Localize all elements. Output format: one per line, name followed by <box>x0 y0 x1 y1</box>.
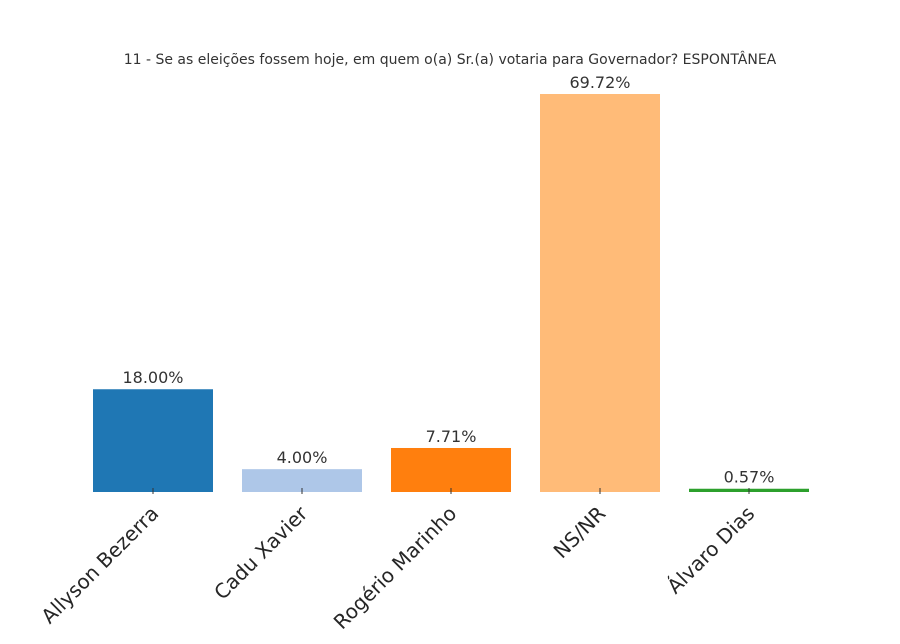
x-tick-label-alvaro-dias: Álvaro Dias <box>662 501 759 598</box>
x-ticks-group <box>152 488 750 494</box>
bar-value-label-cadu-xavier: 4.00% <box>277 448 328 467</box>
bar-labels-group: 18.00% 4.00% 7.71% 69.72% 0.57% <box>122 73 774 487</box>
chart-title: 11 - Se as eleições fossem hoje, em quem… <box>124 50 777 68</box>
x-tick-label-ns-nr: NS/NR <box>549 501 611 563</box>
bar-value-label-ns-nr: 69.72% <box>569 73 630 92</box>
x-tick-labels-group: Allyson Bezerra Cadu Xavier Rogério Marinh… <box>36 501 759 634</box>
bar-allyson-bezerra <box>93 389 213 492</box>
bar-value-label-alvaro-dias: 0.57% <box>724 468 775 487</box>
bar-value-label-rogerio-marinho: 7.71% <box>426 427 477 446</box>
bars-group <box>93 94 809 492</box>
bar-cadu-xavier <box>242 469 362 492</box>
x-tick-label-allyson-bezerra: Allyson Bezerra <box>36 501 163 628</box>
bar-value-label-allyson-bezerra: 18.00% <box>122 368 183 387</box>
bar-ns-nr <box>540 94 660 492</box>
bar-rogerio-marinho <box>391 447 511 492</box>
x-tick-label-rogerio-marinho: Rogério Marinho <box>329 501 462 634</box>
x-tick-label-cadu-xavier: Cadu Xavier <box>209 501 313 605</box>
